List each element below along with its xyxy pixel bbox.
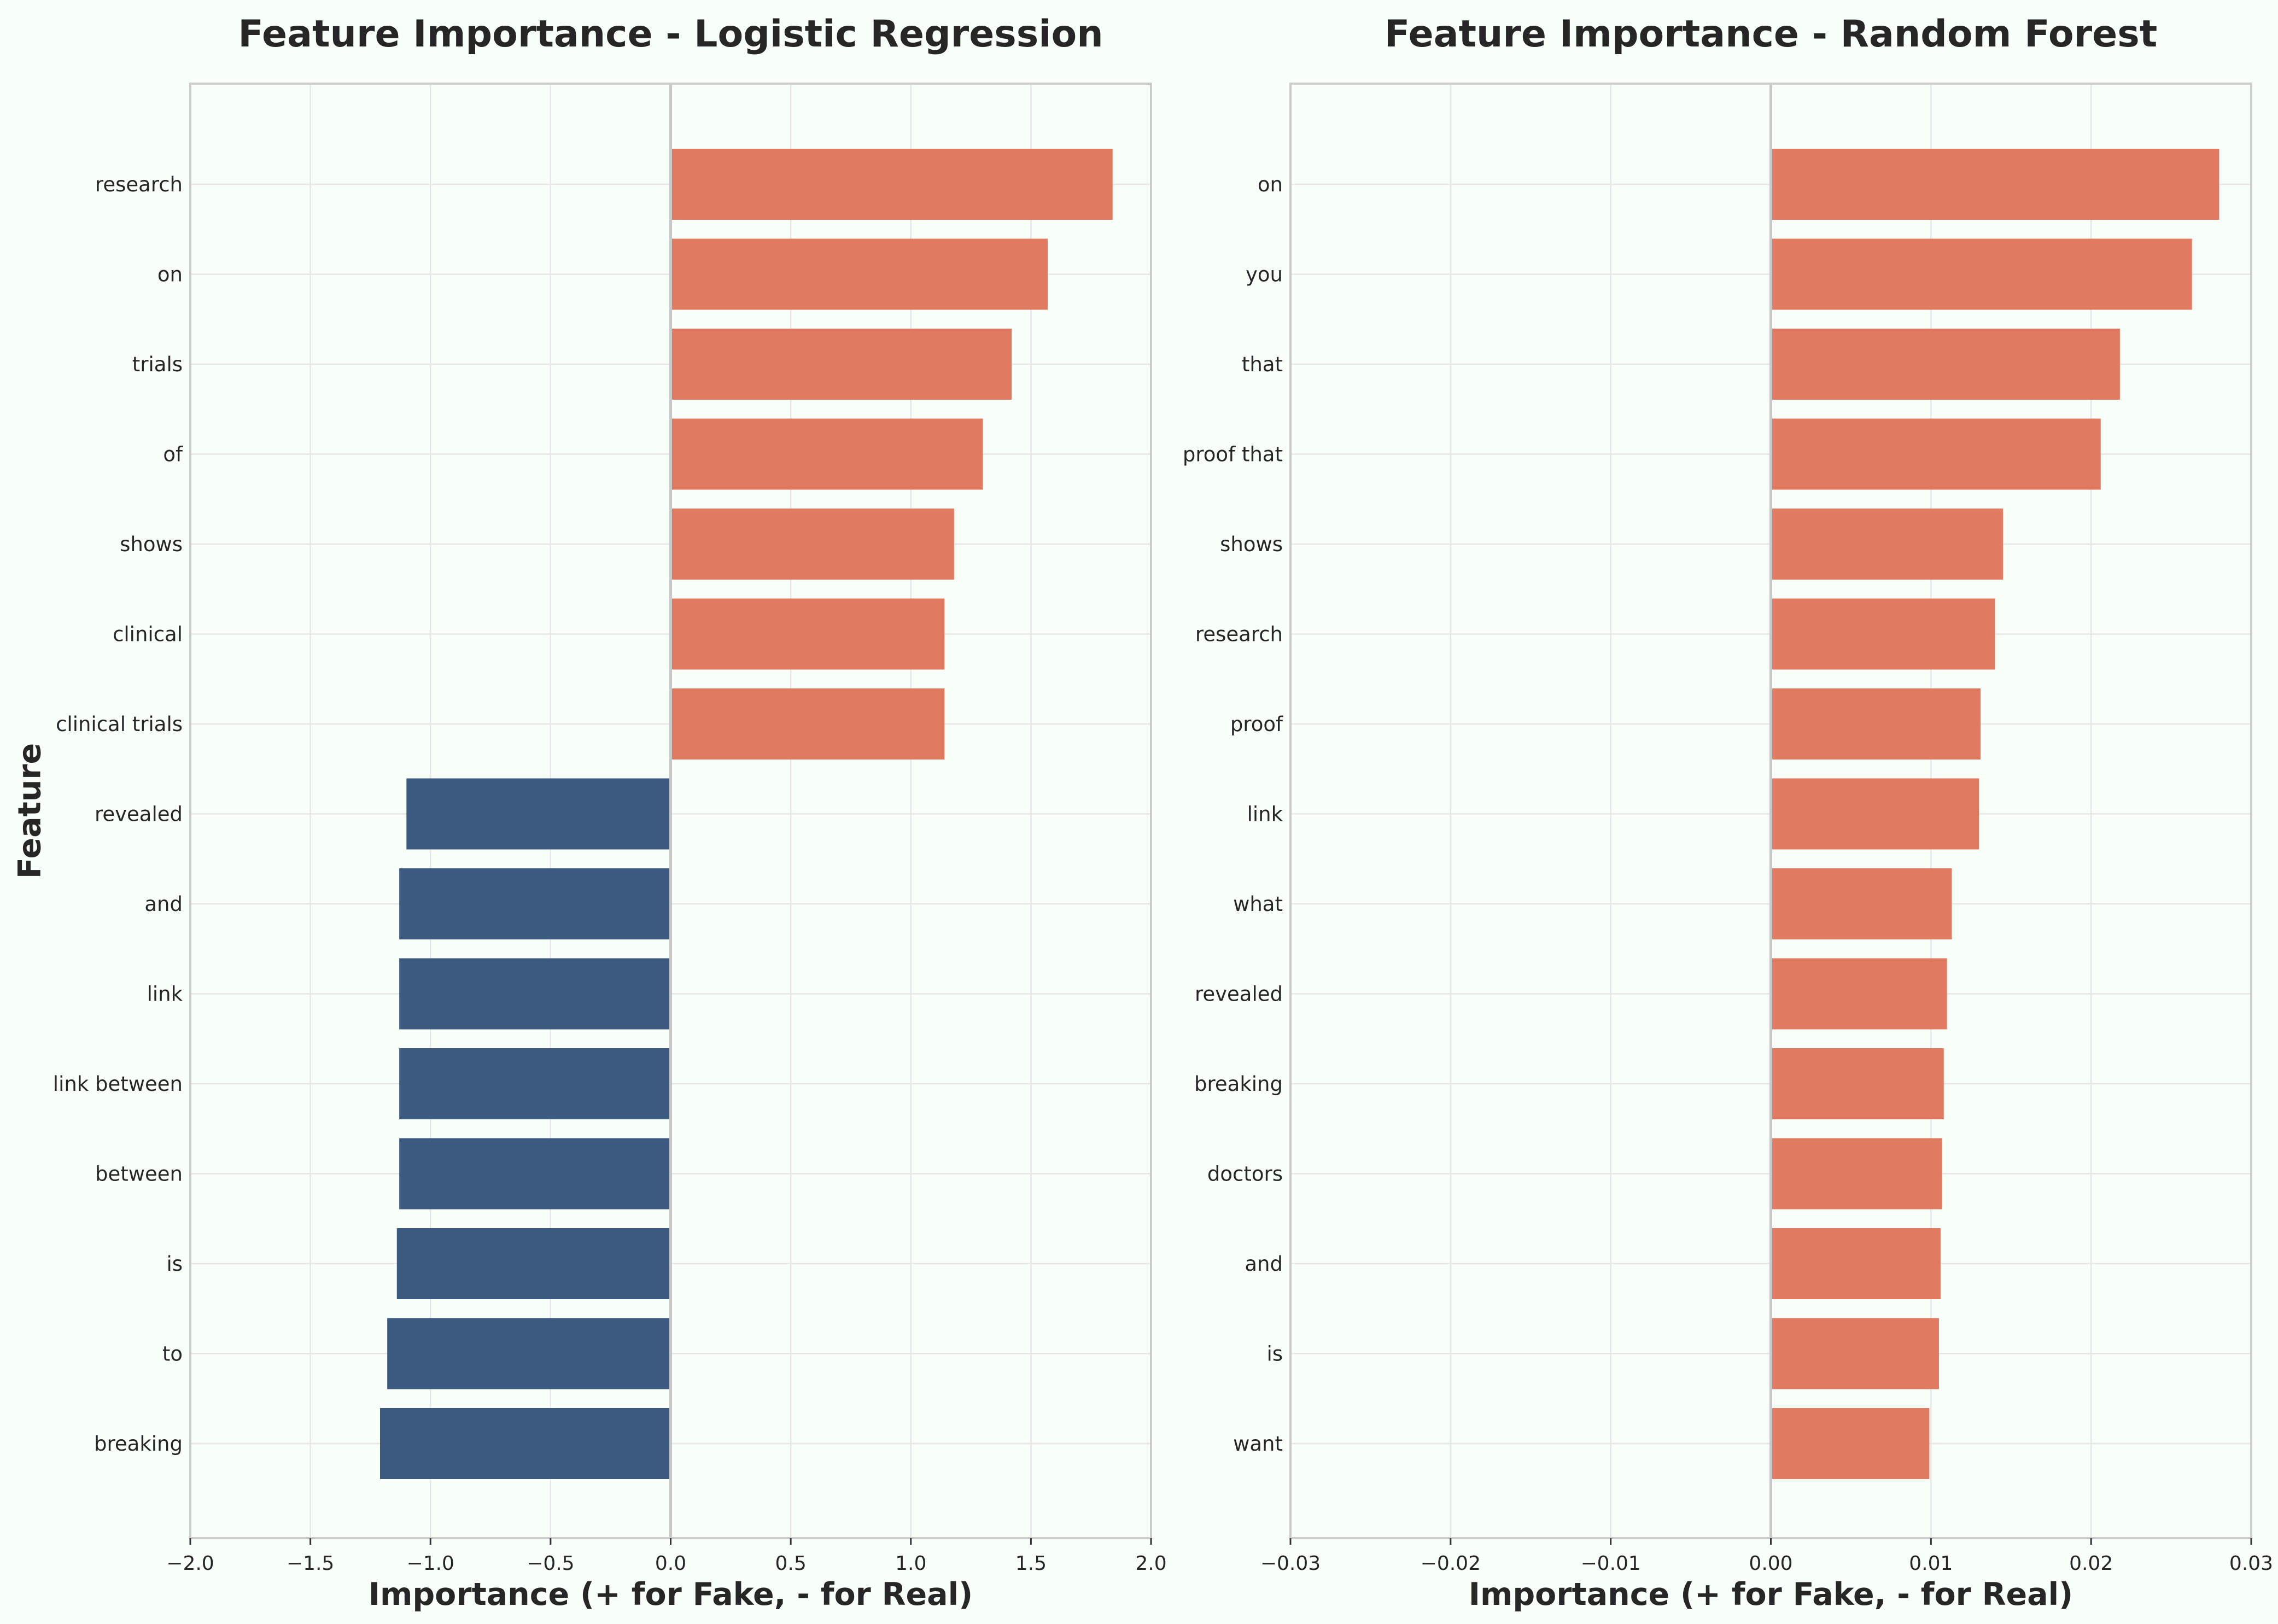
bar-of <box>670 418 983 490</box>
bar-and <box>1771 1228 1941 1299</box>
bar-revealed <box>1771 958 1947 1030</box>
x-tick-label: −2.0 <box>166 1552 214 1575</box>
bar-clinical <box>670 598 945 670</box>
bar-research <box>670 149 1113 220</box>
category-label: between <box>95 1162 183 1186</box>
category-label: breaking <box>94 1432 183 1456</box>
bar-link <box>1771 778 1979 850</box>
x-tick-label: −0.5 <box>527 1552 574 1575</box>
category-label: on <box>157 263 183 287</box>
bar-that <box>1771 329 2120 400</box>
bar-on <box>670 238 1048 310</box>
chart-title: Feature Importance - Random Forest <box>1385 13 2157 56</box>
x-axis-label: Importance (+ for Fake, - for Real) <box>369 1576 973 1613</box>
bar-on <box>1771 149 2219 220</box>
bar-is <box>396 1228 671 1299</box>
category-label: research <box>95 173 183 196</box>
x-tick-label: −1.5 <box>287 1552 334 1575</box>
bar-link-between <box>399 1048 671 1119</box>
bar-shows <box>1771 509 2004 580</box>
category-label: research <box>1195 623 1283 646</box>
x-tick-label: −1.0 <box>407 1552 454 1575</box>
x-tick-label: 0.5 <box>775 1552 806 1575</box>
random-forest-panel: −0.03 −0.02 −0.01 0.00 0.01 0.02 0.03 on you tha… <box>1183 13 2273 1613</box>
bar-link <box>399 958 671 1030</box>
bar-and <box>399 868 671 939</box>
chart-title: Feature Importance - Logistic Regression <box>238 13 1103 56</box>
category-label: link <box>147 983 183 1006</box>
x-tick-label: 0.00 <box>1749 1552 1792 1575</box>
category-label: on <box>1258 173 1283 196</box>
y-axis-label: Feature <box>12 743 48 879</box>
category-label: revealed <box>95 803 183 826</box>
category-label: revealed <box>1195 983 1283 1006</box>
category-label: you <box>1246 263 1283 287</box>
bar-breaking <box>380 1408 671 1479</box>
x-tick-label: 0.0 <box>655 1552 686 1575</box>
bar-research <box>1771 598 1995 670</box>
bar-proof-that <box>1771 418 2101 490</box>
category-label: and <box>1245 1252 1283 1276</box>
x-tick-label: 1.5 <box>1015 1552 1047 1575</box>
category-label: clinical trials <box>56 712 183 736</box>
bar-doctors <box>1771 1138 1942 1210</box>
category-label: and <box>144 892 183 916</box>
bar-breaking <box>1771 1048 1944 1119</box>
category-label: clinical <box>113 623 183 646</box>
x-tick-label: 2.0 <box>1135 1552 1166 1575</box>
bar-revealed <box>406 778 671 850</box>
bar-proof <box>1771 688 1981 760</box>
x-axis-label: Importance (+ for Fake, - for Real) <box>1469 1576 2073 1613</box>
bar-is <box>1771 1318 1939 1389</box>
bar-clinical-trials <box>670 688 945 760</box>
bar-shows <box>670 509 954 580</box>
category-label: want <box>1233 1432 1283 1456</box>
category-label: that <box>1242 353 1283 376</box>
category-label: link between <box>53 1072 183 1096</box>
x-tick-label: 1.0 <box>895 1552 926 1575</box>
x-tick-label: −0.02 <box>1421 1552 1481 1575</box>
logistic-regression-panel: −2.0 −1.5 −1.0 −0.5 0.0 0.5 1.0 1.5 2.0 research… <box>12 13 1167 1613</box>
bar-trials <box>670 329 1012 400</box>
category-label: doctors <box>1207 1162 1283 1186</box>
bar-what <box>1771 868 1952 939</box>
category-label: is <box>1266 1342 1283 1366</box>
category-label: shows <box>1220 533 1283 556</box>
category-label: trials <box>132 353 183 376</box>
x-tick-label: −0.03 <box>1260 1552 1321 1575</box>
bar-between <box>399 1138 671 1210</box>
x-tick-label: 0.01 <box>1909 1552 1953 1575</box>
category-label: of <box>163 443 183 466</box>
category-label: what <box>1233 892 1283 916</box>
x-tick-label: −0.01 <box>1581 1552 1641 1575</box>
category-label: to <box>162 1342 183 1366</box>
category-label: proof <box>1230 712 1283 736</box>
x-tick-label: 0.03 <box>2229 1552 2273 1575</box>
category-label: is <box>166 1252 183 1276</box>
x-tick-label: 0.02 <box>2069 1552 2113 1575</box>
category-label: breaking <box>1194 1072 1283 1096</box>
bar-to <box>387 1318 671 1389</box>
bar-you <box>1771 238 2192 310</box>
bar-want <box>1771 1408 1930 1479</box>
category-label: shows <box>120 533 183 556</box>
category-label: proof that <box>1183 443 1283 466</box>
category-label: link <box>1247 803 1283 826</box>
